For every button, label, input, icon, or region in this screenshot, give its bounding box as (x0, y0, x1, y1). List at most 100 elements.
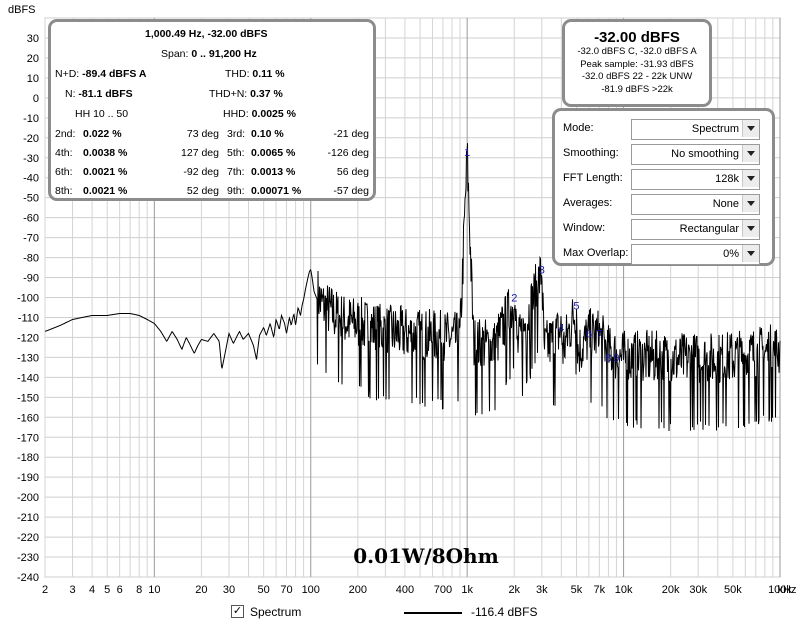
span-value: 0 .. 91,200 Hz (191, 48, 257, 60)
y-axis-label: dBFS (8, 4, 36, 16)
y-tick-label: -220 (17, 532, 39, 544)
n-row: N: -81.1 dBFS (65, 88, 133, 100)
harmonic-value: 0.0038 % (83, 147, 128, 159)
n-label: N: (65, 88, 76, 100)
x-tick-label: 10k (615, 584, 633, 596)
harmonic-phase: -92 deg (183, 166, 219, 178)
window-label: Window: (563, 222, 606, 234)
peak-unweighted: -32.0 dBFS 22 - 22k UNW (581, 71, 693, 82)
y-tick-label: -120 (17, 332, 39, 344)
y-tick-label: -100 (17, 293, 39, 305)
harmonic-value: 0.0021 % (83, 185, 128, 197)
y-axis-ticks: 30 20 10 0 -10 -20 -30 -40 -50 -60 -70 -80 -90 -100 -1… (17, 33, 39, 584)
peak-sample: Peak sample: -31.93 dBFS (580, 58, 694, 70)
max-overlap-select[interactable]: 0% (631, 244, 760, 265)
y-tick-label: -30 (23, 153, 39, 165)
y-tick-label: -200 (17, 492, 39, 504)
fft-length-select[interactable]: 128k (631, 169, 760, 190)
y-tick-label: -40 (23, 173, 39, 185)
hhd-label: HHD: (223, 108, 249, 120)
measurement-panel: 1,000.49 Hz, -32.00 dBFS Span: 0 .. 91,2… (48, 19, 376, 201)
x-axis-unit-label: kHz (778, 584, 797, 596)
x-tick-label: 100 (302, 584, 320, 596)
x-tick-label: 6 (117, 584, 123, 596)
harmonic-label: 3rd: (227, 128, 246, 140)
harmonic-label: 7th: (227, 166, 245, 178)
fundamental-readout: 1,000.49 Hz, -32.00 dBFS (145, 28, 268, 40)
chart-annotation: 0.01W/8Ohm (353, 544, 499, 568)
harmonic-phase: -57 deg (333, 185, 369, 197)
window-value: Rectangular (679, 223, 739, 235)
x-tick-label: 3 (69, 584, 75, 596)
window-row: Window: Rectangular (563, 219, 764, 240)
x-tick-label: 400 (396, 584, 414, 596)
harmonic-value: 0.0021 % (83, 166, 128, 178)
span-label: Span: (161, 48, 189, 60)
max-overlap-value: 0% (723, 248, 739, 260)
thdn-row: THD+N: 0.37 % (209, 88, 283, 100)
x-tick-label: 70 (280, 584, 292, 596)
harmonic-value: 0.00071 % (251, 185, 302, 197)
averages-label: Averages: (563, 197, 613, 209)
y-tick-label: -170 (17, 432, 39, 444)
chevron-down-icon[interactable] (742, 120, 759, 137)
y-tick-label: 10 (27, 73, 39, 85)
y-tick-label: -190 (17, 472, 39, 484)
chevron-down-icon[interactable] (742, 220, 759, 237)
x-tick-label: 50k (724, 584, 742, 596)
y-tick-label: 0 (33, 93, 39, 105)
chevron-down-icon[interactable] (742, 170, 759, 187)
spectrum-checkbox[interactable]: ✓ (231, 605, 244, 618)
y-tick-label: -10 (23, 113, 39, 125)
thdn-label: THD+N: (209, 88, 248, 100)
x-tick-label: 30k (689, 584, 707, 596)
harmonic-phase: 56 deg (336, 166, 369, 178)
harmonic-value: 0.0013 % (251, 166, 296, 178)
x-tick-label: 10 (148, 584, 160, 596)
x-tick-label: 30 (223, 584, 235, 596)
harmonic-marker-label: 7 (596, 328, 602, 340)
spectrum-trace (44, 143, 781, 432)
harmonic-label: 8th: (55, 185, 73, 197)
window-select[interactable]: Rectangular (631, 219, 760, 240)
mode-select[interactable]: Spectrum (631, 119, 760, 140)
x-tick-label: 20 (195, 584, 207, 596)
y-tick-label: -90 (23, 273, 39, 285)
chevron-down-icon[interactable] (742, 195, 759, 212)
chevron-down-icon[interactable] (742, 145, 759, 162)
averages-value: None (712, 198, 739, 210)
fft-length-row: FFT Length: 128k (563, 169, 764, 190)
harmonic-value: 0.022 % (83, 128, 122, 140)
spectrum-checkbox-label[interactable]: Spectrum (250, 605, 302, 619)
harmonic-label: 5th: (227, 147, 245, 159)
chart-legend: ✓ Spectrum -116.4 dBFS (0, 600, 800, 628)
n-value: -81.1 dBFS (78, 88, 133, 100)
averages-select[interactable]: None (631, 194, 760, 215)
harmonic-marker-label: 1 (464, 147, 470, 159)
fft-length-value: 128k (715, 173, 739, 185)
x-tick-label: 700 (434, 584, 452, 596)
harmonic-value: 0.0065 % (251, 147, 296, 159)
harmonic-phase: 52 deg (186, 185, 219, 197)
x-tick-label: 5 (104, 584, 110, 596)
y-tick-label: -230 (17, 552, 39, 564)
legend-line-swatch (404, 612, 462, 614)
harmonic-marker-label: 8 (605, 352, 611, 364)
y-tick-label: -50 (23, 193, 39, 205)
averages-row: Averages: None (563, 194, 764, 215)
y-tick-label: -110 (18, 312, 39, 324)
thd-value: 0.11 % (252, 68, 285, 80)
chevron-down-icon[interactable] (742, 245, 759, 262)
y-tick-label: -210 (17, 512, 39, 524)
harmonic-phase: 127 deg (181, 147, 219, 159)
harmonic-phase: -126 deg (327, 147, 369, 159)
y-tick-label: -140 (17, 372, 39, 384)
smoothing-row: Smoothing: No smoothing (563, 144, 764, 165)
y-tick-label: -130 (17, 352, 39, 364)
x-tick-label: 2 (42, 584, 48, 596)
smoothing-select[interactable]: No smoothing (631, 144, 760, 165)
x-tick-label: 1k (461, 584, 473, 596)
hhd-row: HHD: 0.0025 % (223, 108, 296, 120)
analyzer-settings-panel: Mode: Spectrum Smoothing: No smoothing F… (552, 108, 775, 266)
harmonic-marker-label: 9 (613, 352, 619, 364)
